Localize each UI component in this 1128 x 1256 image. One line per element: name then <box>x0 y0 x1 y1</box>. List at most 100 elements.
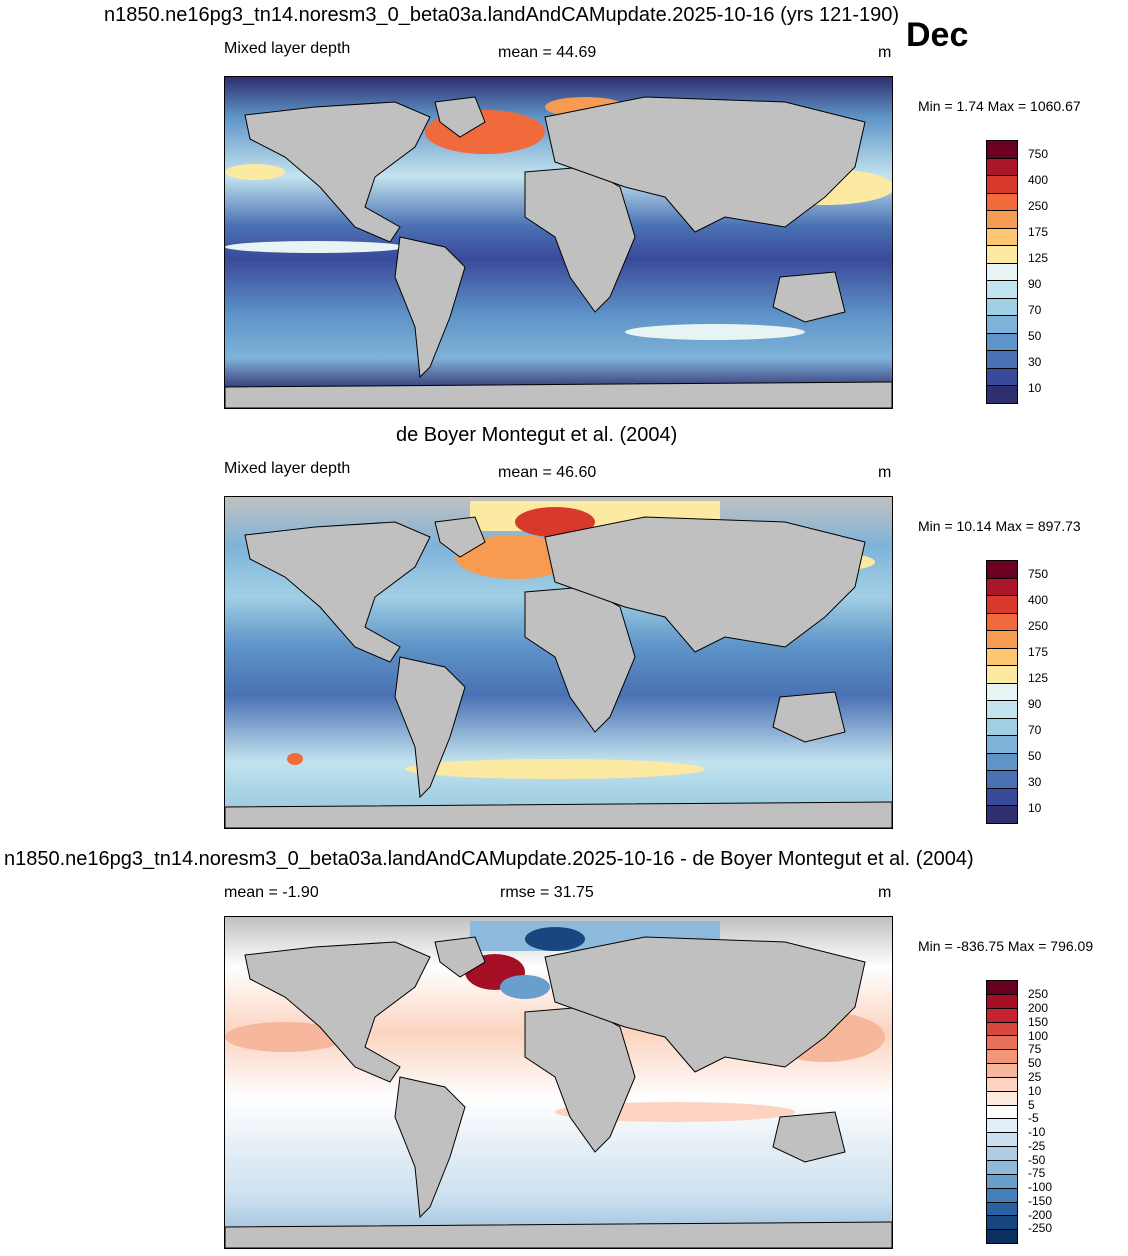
colorbar-swatch <box>987 1230 1017 1244</box>
panel-variable-label: Mixed layer depth <box>224 460 351 477</box>
colorbar-swatch <box>987 368 1017 387</box>
colorbar-tick: 75 <box>1028 1042 1042 1056</box>
colorbar-model <box>986 140 1018 404</box>
colorbar-swatch <box>987 806 1017 823</box>
colorbar-tick: 5 <box>1028 1098 1035 1112</box>
panel-unit-label: m <box>878 884 892 901</box>
map-panel-diff <box>224 916 893 1249</box>
colorbar-swatch <box>987 176 1017 194</box>
colorbar-tick: -50 <box>1028 1153 1046 1167</box>
colorbar-tick: 250 <box>1028 619 1049 633</box>
colorbar-tick: -5 <box>1028 1111 1039 1125</box>
colorbar-tick: -25 <box>1028 1139 1046 1153</box>
colorbar-swatch <box>987 994 1017 1009</box>
colorbar-tick: 10 <box>1028 381 1042 395</box>
colorbar-swatch <box>987 1202 1017 1217</box>
colorbar-swatch <box>987 1174 1017 1189</box>
colorbar-tick: 400 <box>1028 593 1049 607</box>
colorbar-swatch <box>987 718 1017 737</box>
panel-minmax: Min = 1.74 Max = 1060.67 <box>918 98 1081 114</box>
world-map <box>225 77 892 408</box>
panel-unit-label: m <box>878 44 892 61</box>
colorbar-swatch <box>987 1160 1017 1175</box>
colorbar-swatch <box>987 683 1017 702</box>
main-title: n1850.ne16pg3_tn14.noresm3_0_beta03a.lan… <box>104 4 900 26</box>
colorbar-tick: 50 <box>1028 749 1042 763</box>
colorbar-diff <box>986 980 1018 1244</box>
colorbar-tick: 125 <box>1028 251 1049 265</box>
colorbar-tick: 70 <box>1028 723 1042 737</box>
colorbar-swatch <box>987 281 1017 299</box>
colorbar-tick: -75 <box>1028 1166 1046 1180</box>
colorbar-swatch <box>987 613 1017 632</box>
panel-mean-label: mean = -1.90 <box>224 884 319 901</box>
colorbar-swatch <box>987 316 1017 334</box>
month-label: Dec <box>906 16 969 54</box>
colorbar-swatch <box>987 1216 1017 1231</box>
colorbar-swatch <box>987 298 1017 317</box>
colorbar-tick: 750 <box>1028 147 1049 161</box>
colorbar-swatch <box>987 211 1017 229</box>
colorbar-swatch <box>987 753 1017 772</box>
colorbar-swatch <box>987 1050 1017 1065</box>
colorbar-tick: 125 <box>1028 671 1049 685</box>
colorbar-tick: 50 <box>1028 1056 1042 1070</box>
colorbar-obs <box>986 560 1018 824</box>
colorbar-tick: 250 <box>1028 987 1049 1001</box>
colorbar-swatch <box>987 333 1017 352</box>
colorbar-swatch <box>987 596 1017 614</box>
colorbar-tick: 200 <box>1028 1001 1049 1015</box>
panel-minmax: Min = 10.14 Max = 897.73 <box>918 518 1081 534</box>
colorbar-swatch <box>987 701 1017 719</box>
colorbar-swatch <box>987 1091 1017 1106</box>
panel-mean-label: mean = 46.60 <box>498 464 597 481</box>
colorbar-swatch <box>987 141 1017 159</box>
colorbar-tick: -100 <box>1028 1180 1053 1194</box>
colorbar-tick: 175 <box>1028 645 1049 659</box>
colorbar-tick: 30 <box>1028 355 1042 369</box>
colorbar-swatch <box>987 1105 1017 1120</box>
panel-title-obs: de Boyer Montegut et al. (2004) <box>396 424 678 446</box>
colorbar-tick: 30 <box>1028 775 1042 789</box>
colorbar-tick: 10 <box>1028 801 1042 815</box>
colorbar-tick: -10 <box>1028 1125 1046 1139</box>
panel-mean-label: mean = 44.69 <box>498 44 597 61</box>
colorbar-tick: 25 <box>1028 1070 1042 1084</box>
colorbar-tick: 90 <box>1028 277 1042 291</box>
map-panel-model <box>224 76 893 409</box>
colorbar-swatch <box>987 1008 1017 1023</box>
colorbar-swatch <box>987 578 1017 597</box>
colorbar-swatch <box>987 1077 1017 1092</box>
panel-unit-label: m <box>878 464 892 481</box>
colorbar-tick: 100 <box>1028 1029 1049 1043</box>
colorbar-swatch <box>987 351 1017 369</box>
colorbar-swatch <box>987 666 1017 684</box>
colorbar-tick: 150 <box>1028 1015 1049 1029</box>
colorbar-swatch <box>987 631 1017 649</box>
panel-rmse-label: rmse = 31.75 <box>500 884 594 901</box>
colorbar-swatch <box>987 386 1017 403</box>
colorbar-swatch <box>987 981 1017 995</box>
colorbar-tick: 10 <box>1028 1084 1042 1098</box>
colorbar-tick: -150 <box>1028 1194 1053 1208</box>
colorbar-swatch <box>987 771 1017 789</box>
colorbar-tick: -250 <box>1028 1221 1053 1235</box>
colorbar-swatch <box>987 1064 1017 1078</box>
colorbar-tick: 90 <box>1028 697 1042 711</box>
colorbar-tick: 175 <box>1028 225 1049 239</box>
colorbar-tick: -200 <box>1028 1208 1053 1222</box>
colorbar-swatch <box>987 246 1017 264</box>
colorbar-swatch <box>987 736 1017 754</box>
colorbar-tick: 400 <box>1028 173 1049 187</box>
colorbar-swatch <box>987 1036 1017 1051</box>
panel-variable-label: Mixed layer depth <box>224 40 351 57</box>
colorbar-swatch <box>987 1188 1017 1203</box>
colorbar-swatch <box>987 228 1017 247</box>
map-panel-obs <box>224 496 893 829</box>
colorbar-swatch <box>987 1022 1017 1037</box>
panel-minmax: Min = -836.75 Max = 796.09 <box>918 938 1094 954</box>
world-map <box>225 497 892 828</box>
colorbar-swatch <box>987 788 1017 807</box>
colorbar-tick: 750 <box>1028 567 1049 581</box>
colorbar-swatch <box>987 1119 1017 1134</box>
